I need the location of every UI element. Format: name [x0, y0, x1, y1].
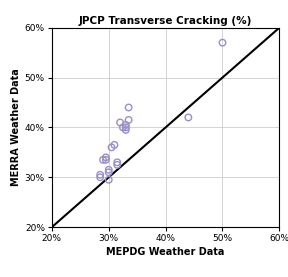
- Point: [107, 168, 111, 172]
- X-axis label: MEPDG Weather Data: MEPDG Weather Data: [106, 247, 225, 257]
- Point: [124, 123, 128, 127]
- Point: [115, 160, 120, 165]
- Y-axis label: MERRA Weather Data: MERRA Weather Data: [11, 68, 21, 186]
- Point: [101, 158, 105, 162]
- Point: [126, 105, 131, 110]
- Point: [220, 40, 225, 45]
- Point: [124, 128, 128, 132]
- Point: [115, 163, 120, 167]
- Point: [104, 158, 108, 162]
- Point: [98, 173, 103, 177]
- Point: [112, 143, 117, 147]
- Point: [124, 125, 128, 130]
- Point: [107, 178, 111, 182]
- Point: [126, 118, 131, 122]
- Point: [118, 120, 122, 125]
- Point: [121, 125, 125, 130]
- Point: [186, 115, 191, 120]
- Point: [107, 170, 111, 175]
- Point: [104, 155, 108, 160]
- Point: [109, 145, 114, 150]
- Point: [98, 175, 103, 179]
- Title: JPCP Transverse Cracking (%): JPCP Transverse Cracking (%): [79, 16, 252, 25]
